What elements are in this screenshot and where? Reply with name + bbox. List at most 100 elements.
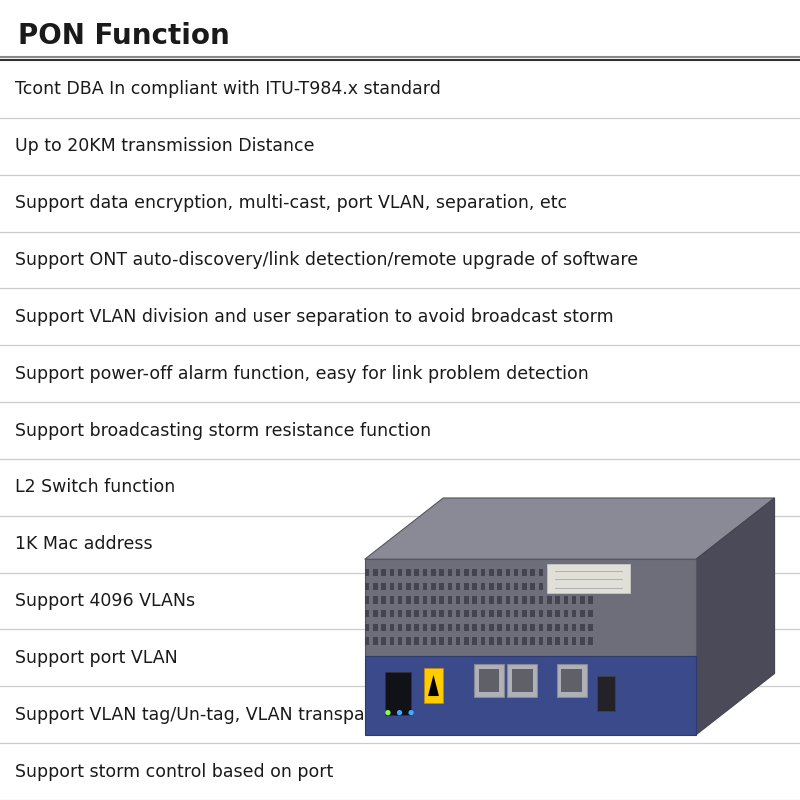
Bar (398, 638, 402, 645)
Text: 1K Mac address: 1K Mac address (15, 535, 153, 553)
Bar (580, 582, 585, 590)
Bar (473, 610, 477, 618)
Text: Support power-off alarm function, easy for link problem detection: Support power-off alarm function, easy f… (15, 365, 589, 382)
Bar (514, 638, 518, 645)
Bar (414, 596, 419, 604)
Bar (373, 596, 378, 604)
Bar (398, 624, 402, 631)
Bar (473, 582, 477, 590)
Bar (414, 569, 419, 577)
Bar (547, 638, 551, 645)
Bar (498, 610, 502, 618)
Text: Support 4096 VLANs: Support 4096 VLANs (15, 592, 195, 610)
Bar (447, 624, 452, 631)
Bar (406, 569, 410, 577)
Bar (489, 638, 494, 645)
Bar (555, 596, 560, 604)
Bar (447, 638, 452, 645)
Bar (547, 624, 551, 631)
Bar (365, 569, 370, 577)
Bar (572, 638, 576, 645)
Bar (365, 610, 370, 618)
Polygon shape (696, 498, 774, 734)
Bar (390, 569, 394, 577)
Bar (414, 638, 419, 645)
Bar (562, 669, 582, 692)
Text: Support port VLAN: Support port VLAN (15, 649, 178, 667)
Bar (422, 638, 427, 645)
Bar (522, 638, 526, 645)
Bar (547, 596, 551, 604)
Bar (382, 596, 386, 604)
Bar (530, 610, 535, 618)
Bar (489, 624, 494, 631)
Bar (464, 596, 469, 604)
Bar (390, 596, 394, 604)
Bar (422, 582, 427, 590)
Bar (506, 610, 510, 618)
Bar (414, 610, 419, 618)
Bar (498, 582, 502, 590)
Bar (439, 610, 444, 618)
Bar (547, 610, 551, 618)
Bar (373, 569, 378, 577)
Bar (512, 669, 533, 692)
Bar (365, 596, 370, 604)
Bar (481, 638, 486, 645)
Bar (481, 569, 486, 577)
Bar (439, 582, 444, 590)
Bar (530, 638, 535, 645)
Bar (563, 610, 568, 618)
Bar (547, 569, 551, 577)
Polygon shape (428, 674, 439, 696)
Bar (538, 638, 543, 645)
Bar (422, 610, 427, 618)
Bar (439, 596, 444, 604)
Bar (382, 582, 386, 590)
Bar (406, 582, 410, 590)
Bar (473, 624, 477, 631)
Bar (522, 582, 526, 590)
Bar (514, 610, 518, 618)
Bar (464, 610, 469, 618)
Bar (580, 569, 585, 577)
Bar (373, 624, 378, 631)
Text: L2 Switch function: L2 Switch function (15, 478, 175, 496)
Bar (514, 596, 518, 604)
Text: Support data encryption, multi-cast, port VLAN, separation, etc: Support data encryption, multi-cast, por… (15, 194, 567, 212)
Bar (506, 569, 510, 577)
Bar (538, 569, 543, 577)
Bar (522, 569, 526, 577)
Text: Support VLAN tag/Un-tag, VLAN transparent transmission: Support VLAN tag/Un-tag, VLAN transparen… (15, 706, 517, 724)
Bar (588, 596, 593, 604)
Bar (373, 582, 378, 590)
Bar (514, 569, 518, 577)
Bar (424, 668, 442, 703)
Bar (431, 596, 435, 604)
Bar (530, 624, 535, 631)
Bar (498, 596, 502, 604)
Bar (464, 569, 469, 577)
Bar (406, 624, 410, 631)
Bar (422, 624, 427, 631)
Bar (431, 610, 435, 618)
Bar (382, 638, 386, 645)
Bar (530, 596, 535, 604)
Bar (522, 596, 526, 604)
Bar (473, 569, 477, 577)
Polygon shape (365, 498, 774, 559)
Bar (538, 582, 543, 590)
Bar (464, 624, 469, 631)
Bar (464, 638, 469, 645)
Bar (478, 669, 499, 692)
Bar (456, 638, 461, 645)
Bar (390, 582, 394, 590)
Bar (456, 582, 461, 590)
Bar (398, 569, 402, 577)
Bar (507, 664, 537, 697)
Bar (580, 638, 585, 645)
Bar (422, 569, 427, 577)
Bar (373, 610, 378, 618)
Circle shape (386, 710, 390, 715)
Bar (481, 582, 486, 590)
